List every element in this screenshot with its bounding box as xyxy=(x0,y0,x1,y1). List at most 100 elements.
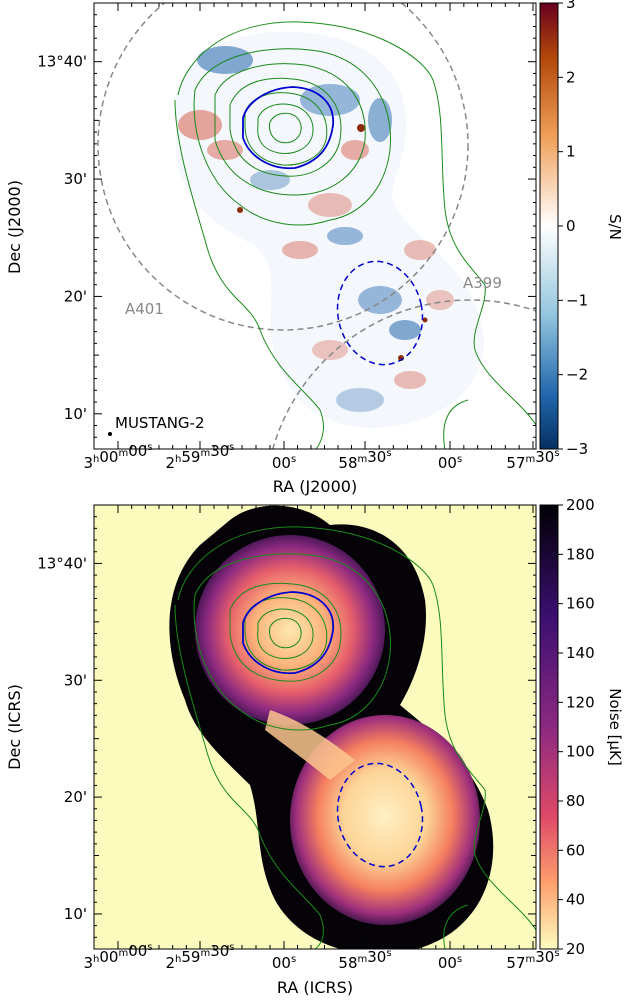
colorbar-tick-label: 200 xyxy=(566,496,595,514)
y-tick-label: 13°40' xyxy=(37,53,87,71)
noise-x-axis-title: RA (ICRS) xyxy=(277,978,353,997)
noise-map-image xyxy=(169,505,536,949)
x-tick-value: 30 xyxy=(535,948,554,966)
colorbar-tick-label: 160 xyxy=(566,595,595,613)
x-tick-value: 00 xyxy=(128,442,147,460)
y-tick-label: 13°40' xyxy=(37,554,87,572)
x-tick-value: 2 xyxy=(165,954,175,972)
x-tick-unit: s xyxy=(386,948,391,959)
a401-region-circle xyxy=(97,3,469,331)
x-tick-label: 58m30s xyxy=(338,448,391,472)
colorbar-tick-label: −1 xyxy=(566,291,588,309)
colorbar-tick-label: 60 xyxy=(566,841,585,859)
noise-a401-core-region xyxy=(242,591,334,675)
colorbar-tick-label: 140 xyxy=(566,644,595,662)
a401-core-region xyxy=(242,86,334,170)
x-tick-unit: s xyxy=(147,942,152,953)
colorbar-tick-label: 0 xyxy=(566,217,576,235)
colorbar-tick-label: 80 xyxy=(566,792,585,810)
x-tick-value: 57 xyxy=(506,954,525,972)
y-tick-label: 30' xyxy=(64,170,87,188)
x-tick-value: 00 xyxy=(438,954,457,972)
y-tick-label: 10' xyxy=(64,905,87,923)
x-tick-label: 3h00m00s xyxy=(83,442,152,472)
snr-map-image xyxy=(97,3,536,449)
x-tick-unit: m xyxy=(358,954,368,965)
x-tick-value: 00 xyxy=(272,954,291,972)
colorbar-tick-label: 2 xyxy=(566,68,576,86)
x-tick-unit: m xyxy=(200,948,210,959)
x-tick-value: 58 xyxy=(338,454,357,472)
x-tick-unit: s xyxy=(229,942,234,953)
a401-label: A401 xyxy=(125,300,164,318)
x-tick-value: 2 xyxy=(165,454,175,472)
x-tick-unit: s xyxy=(291,954,296,965)
x-tick-value: 57 xyxy=(506,454,525,472)
x-tick-unit: s xyxy=(386,448,391,459)
snr-xray-contours xyxy=(174,21,536,449)
x-tick-unit: h xyxy=(93,954,99,965)
colorbar-tick-label: 180 xyxy=(566,545,595,563)
colorbar-tick-label: −2 xyxy=(566,366,588,384)
x-tick-unit: h xyxy=(175,454,181,465)
colorbar-tick-label: 120 xyxy=(566,693,595,711)
x-tick-label: 58m30s xyxy=(338,948,391,972)
x-tick-unit: s xyxy=(457,954,462,965)
x-tick-label: 00s xyxy=(438,454,462,472)
y-tick-label: 10' xyxy=(64,405,87,423)
a399-core-region xyxy=(336,260,424,366)
noise-a399-core-region xyxy=(336,762,424,868)
x-tick-unit: m xyxy=(118,948,128,959)
noise-colorbar xyxy=(539,504,559,950)
x-tick-unit: m xyxy=(200,448,210,459)
x-tick-value: 30 xyxy=(210,942,229,960)
noise-bridge xyxy=(265,710,355,780)
a399-region-circle xyxy=(272,299,536,449)
x-tick-value: 00 xyxy=(272,454,291,472)
x-tick-value: 3 xyxy=(83,954,93,972)
colorbar-tick-label: 20 xyxy=(566,940,585,958)
snr-colorbar-label: S/N xyxy=(606,214,624,240)
colorbar-tick-label: −3 xyxy=(566,440,588,458)
x-tick-label: 2h59m30s xyxy=(165,942,234,972)
colorbar-tick-label: 40 xyxy=(566,891,585,909)
x-tick-label: 57m30s xyxy=(506,948,559,972)
x-tick-unit: s xyxy=(147,442,152,453)
noise-y-axis-title: Dec (ICRS) xyxy=(5,684,24,770)
y-tick-label: 20' xyxy=(64,287,87,305)
x-tick-label: 57m30s xyxy=(506,448,559,472)
noise-xray-contours xyxy=(174,526,536,949)
x-tick-unit: m xyxy=(526,954,536,965)
x-tick-value: 58 xyxy=(338,954,357,972)
x-tick-unit: m xyxy=(526,454,536,465)
x-tick-unit: s xyxy=(554,948,559,959)
colorbar-tick-label: 3 xyxy=(566,0,576,12)
x-tick-value: 00 xyxy=(128,942,147,960)
x-tick-value: 30 xyxy=(210,442,229,460)
x-tick-value: 30 xyxy=(535,448,554,466)
noise-north-field xyxy=(195,535,385,725)
x-tick-label: 00s xyxy=(272,454,296,472)
x-tick-value: 00 xyxy=(99,948,118,966)
x-tick-value: 3 xyxy=(83,454,93,472)
colorbar-tick-label: 1 xyxy=(566,143,576,161)
x-tick-value: 59 xyxy=(181,448,200,466)
x-tick-value: 00 xyxy=(99,448,118,466)
x-tick-unit: s xyxy=(554,448,559,459)
snr-x-axis-title: RA (J2000) xyxy=(273,477,357,496)
x-tick-unit: s xyxy=(291,454,296,465)
x-tick-label: 3h00m00s xyxy=(83,942,152,972)
x-tick-unit: h xyxy=(175,954,181,965)
a399-label: A399 xyxy=(463,274,502,292)
x-tick-unit: s xyxy=(229,442,234,453)
x-tick-value: 30 xyxy=(367,948,386,966)
x-tick-unit: s xyxy=(457,454,462,465)
x-tick-unit: h xyxy=(93,454,99,465)
x-tick-unit: m xyxy=(358,454,368,465)
snr-y-axis-title: Dec (J2000) xyxy=(5,180,24,274)
mustang2-beam-marker xyxy=(108,432,112,436)
mustang2-label: MUSTANG-2 xyxy=(115,414,205,432)
snr-noise-texture xyxy=(178,46,454,412)
